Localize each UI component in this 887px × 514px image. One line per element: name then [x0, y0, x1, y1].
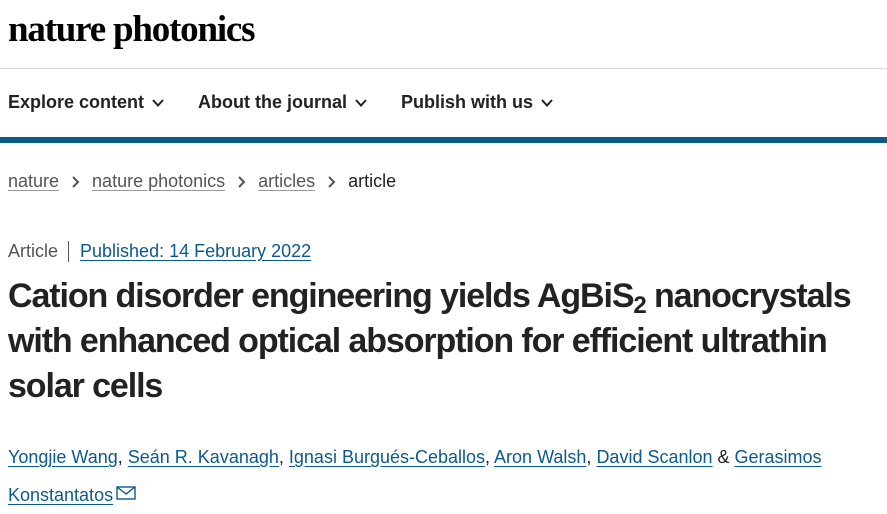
author-separator: ,: [586, 447, 597, 467]
nav-bar: [0, 137, 887, 143]
author-name[interactable]: Seán R. Kavanagh: [127, 447, 279, 467]
author-list: Yongjie Wang, Seán R. Kavanagh, Ignasi B…: [8, 438, 886, 514]
breadcrumb-item: article: [348, 171, 397, 191]
email-icon[interactable]: [116, 486, 136, 500]
article-type: Article: [8, 241, 70, 262]
title-text: Cation disorder engineering yields AgBiS: [8, 277, 635, 315]
author-separator: &: [712, 447, 735, 467]
nav-label[interactable]: Explore content: [8, 92, 145, 112]
author-separator: ,: [485, 447, 495, 467]
nav-chevron: [152, 98, 164, 107]
published-date[interactable]: Published: 14 February 2022: [80, 241, 312, 261]
author-separator: ,: [278, 447, 289, 467]
breadcrumb-item[interactable]: articles: [258, 171, 316, 191]
breadcrumb-chevron: [72, 175, 80, 188]
nav-item[interactable]: Explore content: [8, 92, 164, 113]
header-rule: [0, 68, 887, 69]
article-title: Cation disorder engineering yields AgBiS…: [8, 274, 878, 409]
nav-item[interactable]: About the journal: [198, 92, 367, 113]
nav-label[interactable]: About the journal: [198, 92, 348, 112]
author-separator: ,: [117, 447, 128, 467]
nav-item[interactable]: Publish with us: [401, 92, 553, 113]
breadcrumb: nature nature photonics articles article: [8, 171, 396, 192]
author-name[interactable]: David Scanlon: [596, 447, 713, 467]
author-name[interactable]: Gerasimos Konstantatos: [8, 447, 822, 505]
logo[interactable]: nature photonics: [8, 9, 256, 50]
author-name[interactable]: Yongjie Wang: [8, 447, 118, 467]
nav-label[interactable]: Publish with us: [401, 92, 534, 112]
breadcrumb-chevron: [238, 175, 246, 188]
breadcrumb-chevron: [328, 175, 336, 188]
author-name[interactable]: Ignasi Burgués-Ceballos: [288, 447, 486, 467]
title-text: nanocrystals with enhanced optical absor…: [8, 277, 852, 405]
breadcrumb-item[interactable]: nature: [8, 171, 60, 191]
nav: Explore content About the journal Publish …: [8, 92, 553, 113]
title-subscript: 2: [633, 292, 646, 319]
nav-chevron: [541, 98, 553, 107]
breadcrumb-item[interactable]: nature photonics: [92, 171, 226, 191]
nav-chevron: [355, 98, 367, 107]
article-meta: Article Published: 14 February 2022: [8, 241, 311, 262]
author-name[interactable]: Aron Walsh: [494, 447, 587, 467]
